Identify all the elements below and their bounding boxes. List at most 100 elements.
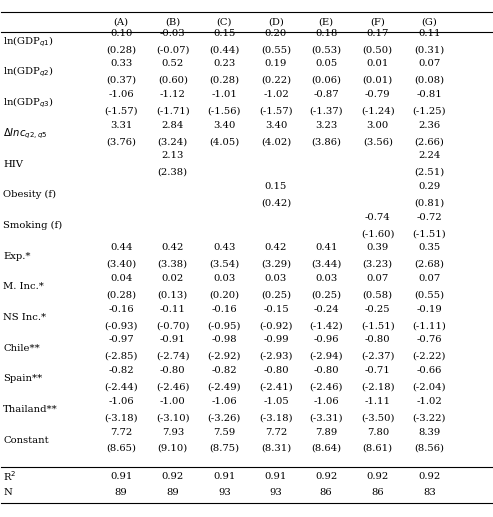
Text: (-3.10): (-3.10)	[156, 413, 190, 422]
Text: (2.68): (2.68)	[415, 260, 444, 269]
Text: (-2.41): (-2.41)	[259, 383, 293, 392]
Text: 7.72: 7.72	[110, 428, 132, 436]
Text: 0.92: 0.92	[367, 472, 389, 481]
Text: (E): (E)	[318, 18, 334, 27]
Text: (-2.18): (-2.18)	[361, 383, 394, 392]
Text: (-2.46): (-2.46)	[156, 383, 189, 392]
Text: -0.98: -0.98	[211, 336, 237, 344]
Text: -0.16: -0.16	[211, 305, 237, 314]
Text: 0.01: 0.01	[367, 59, 389, 68]
Text: (C): (C)	[216, 18, 232, 27]
Text: (G): (G)	[422, 18, 437, 27]
Text: (-1.24): (-1.24)	[361, 107, 394, 115]
Text: 0.92: 0.92	[162, 472, 184, 481]
Text: (-0.92): (-0.92)	[259, 321, 293, 330]
Text: ln(GDP$_{q2}$): ln(GDP$_{q2}$)	[3, 65, 54, 79]
Text: -0.03: -0.03	[160, 28, 185, 38]
Text: (0.81): (0.81)	[414, 199, 445, 207]
Text: (-1.57): (-1.57)	[259, 107, 293, 115]
Text: 0.04: 0.04	[110, 274, 132, 283]
Text: 0.23: 0.23	[213, 59, 236, 68]
Text: (-1.51): (-1.51)	[361, 321, 394, 330]
Text: (-1.60): (-1.60)	[361, 229, 394, 238]
Text: 3.23: 3.23	[315, 120, 337, 130]
Text: (8.61): (8.61)	[363, 444, 393, 453]
Text: 2.13: 2.13	[162, 151, 184, 160]
Text: 0.03: 0.03	[265, 274, 287, 283]
Text: (-2.22): (-2.22)	[413, 352, 446, 361]
Text: (A): (A)	[113, 18, 129, 27]
Text: Spain**: Spain**	[3, 374, 42, 384]
Text: -0.16: -0.16	[108, 305, 134, 314]
Text: (-1.56): (-1.56)	[208, 107, 241, 115]
Text: (0.20): (0.20)	[210, 291, 240, 300]
Text: 83: 83	[423, 488, 436, 497]
Text: (0.25): (0.25)	[311, 291, 341, 300]
Text: (-3.26): (-3.26)	[208, 413, 241, 422]
Text: 86: 86	[371, 488, 384, 497]
Text: Smoking (f): Smoking (f)	[3, 221, 63, 230]
Text: ln(GDP$_{q3}$): ln(GDP$_{q3}$)	[3, 96, 54, 110]
Text: (-2.94): (-2.94)	[309, 352, 343, 361]
Text: (3.24): (3.24)	[158, 137, 188, 146]
Text: Chile**: Chile**	[3, 344, 40, 353]
Text: 89: 89	[166, 488, 179, 497]
Text: 0.07: 0.07	[418, 274, 441, 283]
Text: -0.87: -0.87	[314, 90, 339, 99]
Text: (-3.18): (-3.18)	[259, 413, 293, 422]
Text: 0.03: 0.03	[213, 274, 236, 283]
Text: 0.33: 0.33	[110, 59, 132, 68]
Text: (0.42): (0.42)	[261, 199, 291, 207]
Text: (-0.70): (-0.70)	[156, 321, 189, 330]
Text: (-2.37): (-2.37)	[361, 352, 394, 361]
Text: 0.15: 0.15	[265, 182, 287, 191]
Text: (0.60): (0.60)	[158, 76, 188, 85]
Text: 0.15: 0.15	[213, 28, 236, 38]
Text: 0.18: 0.18	[315, 28, 337, 38]
Text: 7.72: 7.72	[265, 428, 287, 436]
Text: N: N	[3, 488, 12, 497]
Text: 0.42: 0.42	[162, 244, 184, 252]
Text: 7.93: 7.93	[162, 428, 184, 436]
Text: ln(GDP$_{q1}$): ln(GDP$_{q1}$)	[3, 34, 54, 49]
Text: (3.23): (3.23)	[363, 260, 393, 269]
Text: 0.29: 0.29	[418, 182, 441, 191]
Text: 0.43: 0.43	[213, 244, 236, 252]
Text: (0.01): (0.01)	[363, 76, 393, 85]
Text: (4.05): (4.05)	[209, 137, 240, 146]
Text: (0.55): (0.55)	[414, 291, 445, 300]
Text: (8.31): (8.31)	[261, 444, 291, 453]
Text: -0.80: -0.80	[314, 366, 339, 375]
Text: 0.41: 0.41	[315, 244, 337, 252]
Text: 3.00: 3.00	[367, 120, 389, 130]
Text: (-2.04): (-2.04)	[413, 383, 446, 392]
Text: (9.10): (9.10)	[158, 444, 188, 453]
Text: -1.05: -1.05	[263, 397, 289, 406]
Text: (0.28): (0.28)	[210, 76, 240, 85]
Text: (0.28): (0.28)	[106, 45, 136, 54]
Text: R$^2$: R$^2$	[3, 469, 16, 483]
Text: 0.91: 0.91	[110, 472, 132, 481]
Text: (3.76): (3.76)	[106, 137, 136, 146]
Text: -0.19: -0.19	[417, 305, 442, 314]
Text: 3.40: 3.40	[213, 120, 236, 130]
Text: 0.44: 0.44	[110, 244, 133, 252]
Text: 0.19: 0.19	[265, 59, 287, 68]
Text: -0.96: -0.96	[314, 336, 339, 344]
Text: $\Delta Inc_{q2,q5}$: $\Delta Inc_{q2,q5}$	[3, 126, 47, 141]
Text: (-3.31): (-3.31)	[309, 413, 343, 422]
Text: (3.86): (3.86)	[311, 137, 341, 146]
Text: -0.25: -0.25	[365, 305, 390, 314]
Text: -1.12: -1.12	[160, 90, 186, 99]
Text: 3.40: 3.40	[265, 120, 287, 130]
Text: -0.66: -0.66	[417, 366, 442, 375]
Text: -1.01: -1.01	[211, 90, 237, 99]
Text: 0.07: 0.07	[367, 274, 389, 283]
Text: 0.91: 0.91	[213, 472, 236, 481]
Text: (-3.50): (-3.50)	[361, 413, 394, 422]
Text: (0.13): (0.13)	[158, 291, 188, 300]
Text: (D): (D)	[268, 18, 284, 27]
Text: 0.92: 0.92	[315, 472, 337, 481]
Text: (-2.74): (-2.74)	[156, 352, 190, 361]
Text: 0.35: 0.35	[418, 244, 441, 252]
